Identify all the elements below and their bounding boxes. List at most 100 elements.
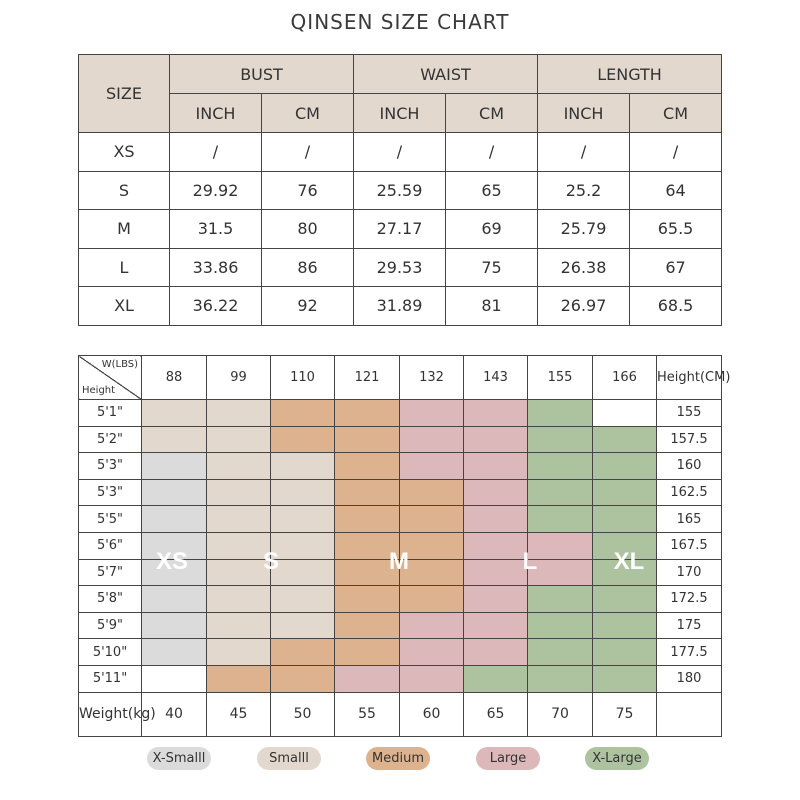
size-cell-m [399, 531, 464, 560]
measurement-cell: 25.79 [537, 209, 631, 249]
size-header: SIZE [78, 54, 170, 133]
height-cm-cell: 170 [656, 558, 722, 587]
size-cell-s [270, 478, 335, 507]
grid-row: 5'7" 170 [78, 558, 722, 587]
weight-lbs-cell: 132 [399, 355, 464, 400]
size-cell-xl [527, 478, 593, 507]
measurement-cell: 80 [261, 209, 354, 249]
size-cell-l [399, 399, 464, 427]
height-cm-cell: 162.5 [656, 478, 722, 507]
measurement-cell: 31.89 [353, 286, 446, 326]
unit-header: INCH [353, 93, 446, 133]
size-cell-s [270, 611, 335, 640]
grid-row: 5'3" 162.5 [78, 478, 722, 507]
measurement-cell: 76 [261, 170, 354, 210]
weight-kg-cell: 75 [592, 691, 657, 737]
size-cell-xl [592, 478, 657, 507]
grid-row: 5'1" 155 [78, 399, 722, 427]
legend-medium: Medium [366, 747, 430, 770]
size-cell-s [206, 611, 271, 640]
weight-kg-cell: 70 [527, 691, 593, 737]
legend-xlarge: X-Large [585, 747, 649, 770]
weight-kg-cell: 65 [463, 691, 528, 737]
size-row: XS / / / / / / [78, 132, 723, 172]
legend-xsmall: X-Smalll [147, 747, 211, 770]
bust-header: BUST [169, 54, 354, 94]
size-cell-m [270, 399, 335, 427]
size-cell-l [399, 611, 464, 640]
size-cell-m [399, 478, 464, 507]
height-cm-header: Height(CM) [656, 355, 730, 400]
size-cell-m [334, 399, 400, 427]
size-cell-s [206, 585, 271, 613]
height-ft-cell: 5'3" [78, 478, 142, 507]
height-cm-cell: 167.5 [656, 531, 722, 560]
size-cell-s [206, 558, 271, 587]
height-cm-cell: 157.5 [656, 425, 722, 454]
size-cell-m [270, 664, 335, 693]
height-ft-cell: 5'7" [78, 558, 142, 587]
height-cm-cell: 180 [656, 664, 722, 693]
size-cell-m [270, 638, 335, 666]
height-ft-cell: 5'1" [78, 399, 142, 427]
size-cell-m [334, 611, 400, 640]
size-cell-l [463, 452, 528, 480]
size-cell-xs [141, 558, 207, 587]
size-cell-m [334, 478, 400, 507]
measurement-cell: 29.92 [169, 170, 262, 210]
size-cell-xl [527, 452, 593, 480]
height-ft-cell: 5'5" [78, 505, 142, 533]
size-cell-s [206, 425, 271, 454]
size-cell-xl [527, 585, 593, 613]
size-cell-xl [592, 531, 657, 560]
height-ft-cell: 5'9" [78, 611, 142, 640]
grid-row: 5'11" 180 [78, 664, 722, 693]
weight-lbs-cell: 166 [592, 355, 657, 400]
measurement-cell: 26.97 [537, 286, 631, 326]
measurement-cell: / [353, 132, 446, 172]
weight-kg-cell: 60 [399, 691, 464, 737]
size-cell-xl [527, 611, 593, 640]
height-ft-cell: 5'11" [78, 664, 142, 693]
size-row: M 31.5 80 27.17 69 25.79 65.5 [78, 209, 723, 249]
size-cell-xs [141, 478, 207, 507]
grid-row: 5'2" 157.5 [78, 425, 722, 454]
size-cell-xl [527, 399, 593, 427]
legend-large: Large [476, 747, 540, 770]
size-cell-l [399, 638, 464, 666]
measurement-cell: / [169, 132, 262, 172]
grid-row: 5'5" 165 [78, 505, 722, 533]
measurement-cell: 25.59 [353, 170, 446, 210]
weight-kg-row: Weight(kg) 40 45 50 55 60 65 70 75 [78, 691, 722, 737]
size-cell-m [334, 638, 400, 666]
height-cm-cell: 175 [656, 611, 722, 640]
measurement-cell: 65.5 [629, 209, 723, 249]
measurement-cell: 26.38 [537, 247, 631, 287]
size-cell-xl [592, 585, 657, 613]
measurement-cell: 68.5 [629, 286, 723, 326]
weight-lbs-cell: 99 [206, 355, 271, 400]
waist-header: WAIST [352, 54, 539, 94]
size-cell-m [334, 558, 400, 587]
height-weight-grid: W(LBS) Height 88 99 110 121 132 143 155 166 Heig… [78, 355, 730, 737]
height-cm-cell: 165 [656, 505, 722, 533]
size-cell-m [334, 425, 400, 454]
measurement-cell: 29.53 [353, 247, 446, 287]
measurement-cell: / [444, 132, 539, 172]
size-table-body: XS / / / / / / S 29.92 76 25.59 65 25.2 64 M 31.5 80 27.1… [78, 132, 723, 326]
empty-cell [141, 664, 207, 693]
size-cell-s [141, 425, 207, 454]
measurement-cell: 86 [261, 247, 354, 287]
size-cell-m [334, 505, 400, 533]
grid-row: 5'8" 172.5 [78, 585, 722, 613]
size-tag-s: S [262, 548, 280, 575]
size-tag-xl: XL [613, 548, 645, 575]
weight-lbs-cell: 143 [463, 355, 528, 400]
size-cell-l [463, 478, 528, 507]
size-cell-l [399, 425, 464, 454]
size-cell-m [399, 558, 464, 587]
height-cm-cell: 177.5 [656, 638, 722, 666]
measurement-cell: 81 [444, 286, 539, 326]
size-cell: XL [78, 286, 170, 326]
measurement-cell: / [629, 132, 723, 172]
